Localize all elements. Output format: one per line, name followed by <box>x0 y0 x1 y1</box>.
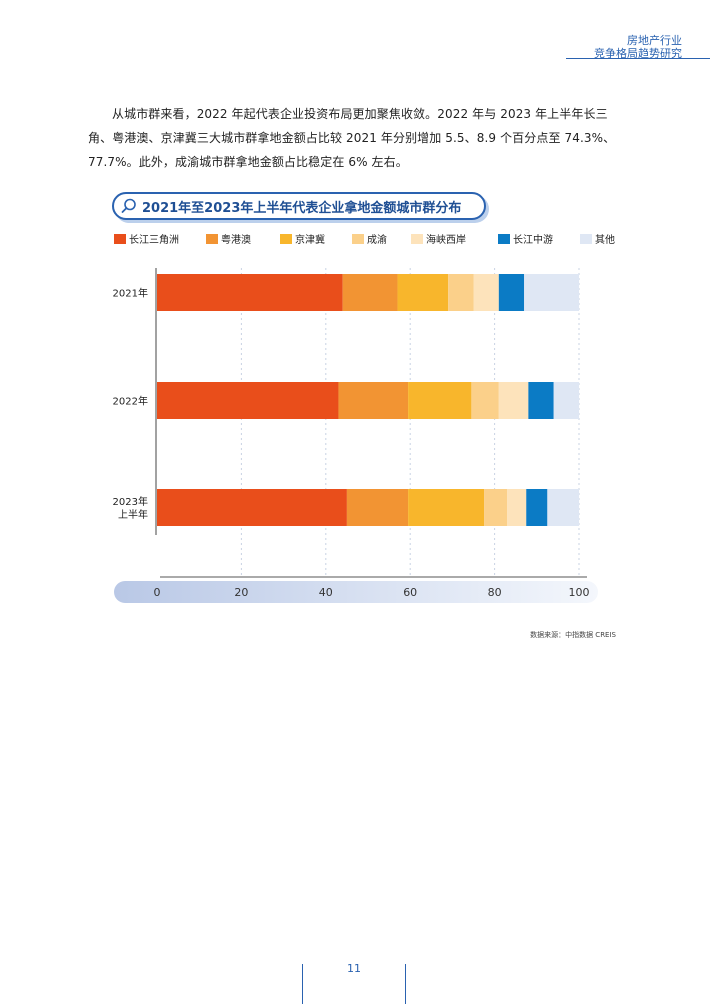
x-axis-band <box>114 581 598 603</box>
x-tick-label: 80 <box>488 586 502 599</box>
bar-segment <box>524 274 579 311</box>
legend-item: 京津冀 <box>280 234 325 248</box>
footer-divider-right <box>405 964 406 1004</box>
legend-label: 长江三角洲 <box>129 235 179 246</box>
legend-swatch <box>498 234 510 244</box>
legend-label: 成渝 <box>367 235 387 246</box>
chart-title: 2021年至2023年上半年代表企业拿地金额城市群分布 <box>142 201 462 216</box>
bars <box>157 274 579 526</box>
bar-segment <box>498 382 529 419</box>
y-tick-label: 2022年 <box>113 395 148 408</box>
bar-segment <box>528 382 554 419</box>
legend-label: 粤港澳 <box>221 235 251 246</box>
report-header: 房地产行业 竞争格局趋势研究 <box>594 34 682 60</box>
y-tick-labels: 2021年 2022年 2023年上半年 <box>113 287 148 522</box>
bar-segment <box>342 274 398 311</box>
legend-swatch <box>206 234 218 244</box>
bar-segment <box>507 489 527 526</box>
stacked-bar-chart: 2021年 2022年 2023年上半年 0 20 40 60 80 100 <box>113 268 598 603</box>
bar-segment <box>471 382 499 419</box>
bar-segment <box>526 489 548 526</box>
bar-segment <box>408 489 485 526</box>
bar-segment <box>553 382 579 419</box>
x-tick-label: 0 <box>154 586 161 599</box>
legend-label: 长江中游 <box>513 235 553 246</box>
x-tick-label: 20 <box>234 586 248 599</box>
legend-swatch <box>411 234 423 244</box>
x-tick-label: 60 <box>403 586 417 599</box>
bar-segment <box>547 489 579 526</box>
legend-item: 成渝 <box>352 234 387 248</box>
bar-segment <box>498 274 525 311</box>
chart-title-pill: 2021年至2023年上半年代表企业拿地金额城市群分布 <box>112 192 486 220</box>
legend-item: 长江中游 <box>498 234 553 248</box>
legend-label: 海峡西岸 <box>426 235 466 246</box>
legend-swatch <box>280 234 292 244</box>
footer-divider-left <box>302 964 303 1004</box>
body-paragraph: 从城市群来看，2022 年起代表企业投资布局更加聚焦收敛。2022 年与 202… <box>88 107 616 169</box>
legend-item: 其他 <box>580 234 615 248</box>
bar-segment <box>397 274 449 311</box>
bar-segment <box>473 274 499 311</box>
bar-segment <box>157 274 343 311</box>
x-tick-label: 40 <box>319 586 333 599</box>
y-tick-label: 2023年上半年 <box>113 495 148 521</box>
legend-label: 其他 <box>595 235 615 246</box>
legend-item: 海峡西岸 <box>411 234 466 248</box>
legend-swatch <box>580 234 592 244</box>
bar-segment <box>484 489 508 526</box>
bar-segment <box>448 274 474 311</box>
legend-label: 京津冀 <box>295 235 325 246</box>
bar-segment <box>338 382 409 419</box>
x-tick-labels: 0 20 40 60 80 100 <box>154 586 590 599</box>
bar-segment <box>157 489 347 526</box>
header-divider <box>566 58 710 59</box>
grid-lines <box>240 268 580 577</box>
bar-segment <box>346 489 409 526</box>
legend-item: 粤港澳 <box>206 234 251 248</box>
magnifier-icon <box>121 198 136 213</box>
legend-swatch <box>114 234 126 244</box>
data-source: 数据来源：中指数据 CREIS <box>530 631 616 639</box>
bar-segment <box>157 382 339 419</box>
page-number: 11 <box>347 962 361 975</box>
x-tick-label: 100 <box>569 586 590 599</box>
legend-item: 长江三角洲 <box>114 234 179 248</box>
legend-swatch <box>352 234 364 244</box>
header-title-line2: 竞争格局趋势研究 <box>594 47 682 60</box>
bar-segment <box>408 382 472 419</box>
header-title-line1: 房地产行业 <box>627 34 682 47</box>
y-tick-label: 2021年 <box>113 287 148 300</box>
